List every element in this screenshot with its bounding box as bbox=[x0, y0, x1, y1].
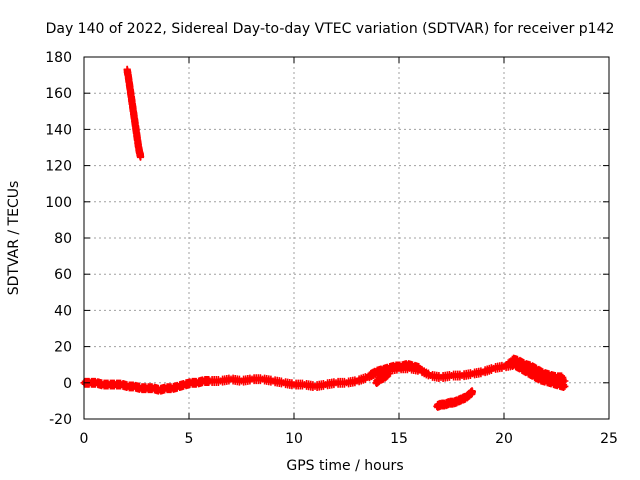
data-point bbox=[137, 153, 145, 161]
y-tick-label: 160 bbox=[45, 86, 72, 102]
y-tick-label: 0 bbox=[63, 376, 72, 392]
data-point bbox=[561, 382, 569, 390]
x-tick-label: 0 bbox=[80, 431, 89, 447]
series-descending-arc-14h bbox=[372, 369, 392, 388]
data-point bbox=[559, 373, 567, 381]
data-point bbox=[415, 365, 423, 373]
series-upper-trace-14-16h bbox=[366, 360, 424, 380]
chart-title: Day 140 of 2022, Sidereal Day-to-day VTE… bbox=[46, 21, 615, 37]
data-point bbox=[416, 364, 424, 372]
x-axis-label: GPS time / hours bbox=[286, 458, 403, 474]
x-tick-label: 10 bbox=[285, 431, 303, 447]
y-tick-label: 100 bbox=[45, 195, 72, 211]
data-point bbox=[385, 370, 392, 378]
y-tick-label: 20 bbox=[54, 340, 72, 356]
x-tick-label: 20 bbox=[495, 431, 513, 447]
series-upper-trace-20-22h bbox=[508, 354, 567, 383]
series-main-band bbox=[80, 360, 569, 395]
y-tick-label: -20 bbox=[49, 412, 72, 428]
data-point bbox=[560, 384, 568, 392]
axis-ticks: 0 5 10 15 20 25 -20 0 20 40 60 80 100 120 140 160 180 bbox=[45, 50, 618, 447]
y-tick-label: 80 bbox=[54, 231, 72, 247]
y-tick-label: 140 bbox=[45, 122, 72, 138]
grid bbox=[84, 57, 609, 419]
data-point bbox=[558, 375, 566, 383]
data-points bbox=[80, 65, 569, 411]
y-tick-label: 60 bbox=[54, 267, 72, 283]
data-point bbox=[469, 388, 476, 396]
y-tick-label: 40 bbox=[54, 303, 72, 319]
x-tick-label: 5 bbox=[185, 431, 194, 447]
y-tick-label: 120 bbox=[45, 159, 72, 175]
y-axis-label: SDTVAR / TECUs bbox=[6, 181, 22, 296]
series-early-outlier-arc bbox=[123, 65, 145, 161]
x-tick-label: 15 bbox=[390, 431, 408, 447]
y-tick-label: 180 bbox=[45, 50, 72, 66]
x-tick-label: 25 bbox=[600, 431, 618, 447]
series-negative-arc bbox=[433, 387, 476, 411]
